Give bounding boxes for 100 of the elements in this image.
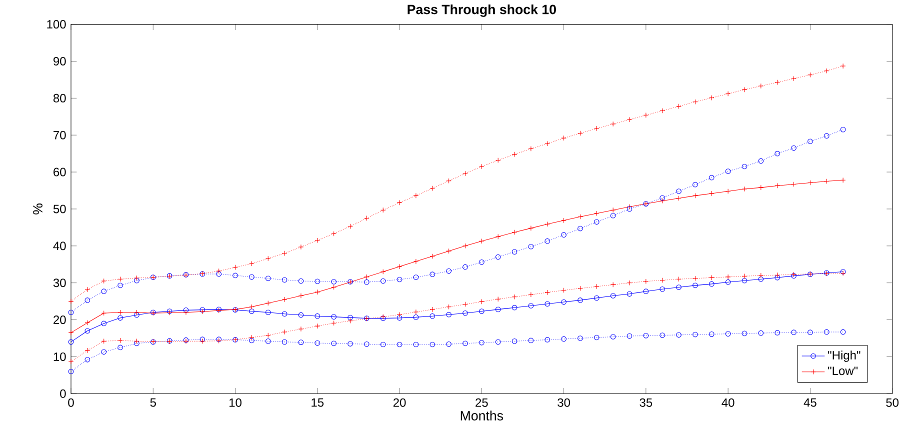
point (249, 261, 254, 266)
point (314, 324, 320, 329)
point (298, 312, 304, 318)
point (643, 112, 649, 118)
point (578, 336, 583, 342)
point (774, 151, 780, 156)
point (758, 83, 764, 89)
point (249, 274, 254, 280)
point (446, 178, 452, 184)
point (68, 310, 74, 316)
point (742, 274, 748, 280)
x-tick-label: 5 (150, 398, 156, 407)
point (725, 274, 731, 280)
point (626, 291, 632, 297)
point (643, 288, 649, 294)
point (479, 164, 484, 170)
point (396, 312, 402, 318)
point (430, 314, 436, 319)
point (808, 180, 813, 186)
y-tick-label: 90 (54, 57, 66, 66)
point (495, 339, 501, 345)
point (364, 274, 370, 280)
point (430, 306, 436, 312)
x-tick-label: 30 (558, 398, 570, 408)
point (742, 278, 748, 284)
point (265, 338, 271, 344)
point (774, 330, 780, 336)
x-tick-label: 20 (393, 398, 406, 408)
point (774, 275, 780, 281)
point (544, 301, 550, 307)
y-tick-label: 40 (53, 242, 66, 250)
y-axis-title: % (33, 204, 42, 215)
x-tick-label: 0 (68, 398, 74, 408)
x-tick-label: 50 (886, 398, 899, 408)
point (676, 104, 682, 110)
point (758, 276, 764, 282)
point (758, 158, 764, 164)
point (610, 213, 616, 218)
point (118, 282, 123, 288)
point (380, 208, 386, 213)
chart-title: Pass Through shock 10 (408, 4, 556, 18)
y-tick-label: 0 (60, 390, 66, 398)
point (413, 314, 419, 320)
point (118, 276, 123, 282)
point (479, 299, 484, 305)
point (643, 333, 649, 338)
point (282, 311, 288, 317)
point (840, 64, 846, 69)
point (249, 335, 254, 340)
point (742, 164, 748, 170)
point (282, 329, 288, 335)
point (84, 357, 90, 363)
point (462, 243, 468, 249)
point (331, 314, 336, 320)
y-tick-label: 100 (47, 20, 66, 29)
y-tick-label: 10 (54, 352, 66, 362)
point (578, 214, 583, 220)
point (594, 126, 600, 132)
point (758, 185, 764, 190)
point (692, 182, 698, 188)
point (216, 271, 222, 277)
point (331, 340, 336, 346)
point (101, 310, 107, 316)
point (314, 278, 320, 284)
point (396, 342, 402, 348)
y-tick-label: 20 (54, 316, 66, 324)
point (824, 133, 830, 139)
point (544, 238, 550, 244)
point (430, 186, 436, 192)
point (314, 290, 320, 295)
y-tick-label: 70 (54, 131, 66, 140)
point (265, 276, 271, 282)
x-tick-label: 25 (476, 398, 488, 408)
point (725, 188, 731, 194)
point (610, 334, 616, 340)
point (610, 282, 616, 288)
point (430, 342, 436, 348)
point (298, 326, 304, 332)
point (495, 158, 501, 164)
point (314, 314, 320, 319)
point (232, 272, 238, 278)
point (840, 329, 846, 335)
point (578, 226, 583, 232)
point (265, 300, 271, 306)
point (495, 306, 501, 312)
point (249, 308, 254, 314)
point (561, 136, 566, 141)
point (249, 304, 254, 310)
x-tick-label: 45 (804, 398, 816, 407)
point (708, 175, 714, 180)
point (578, 286, 583, 292)
point (479, 238, 484, 244)
x-tick-label: 35 (640, 398, 652, 408)
point (331, 284, 336, 290)
point (84, 298, 90, 304)
point (791, 76, 796, 82)
point (479, 260, 484, 265)
point (380, 278, 386, 284)
y-tick-label: 80 (53, 94, 66, 103)
point (692, 282, 698, 288)
